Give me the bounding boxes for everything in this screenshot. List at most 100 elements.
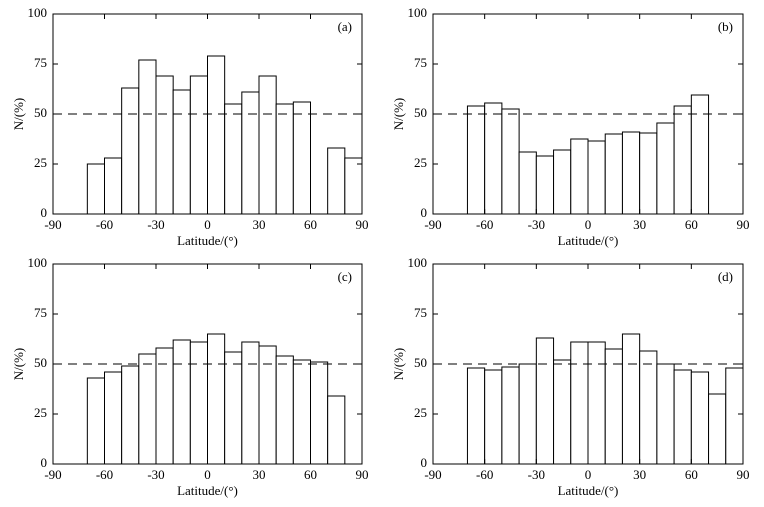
bar: [535, 337, 555, 465]
x-tick-label: 90: [356, 217, 369, 232]
x-tick-label: -60: [476, 467, 493, 482]
x-axis-label: Latitude/(°): [177, 233, 238, 248]
bar: [466, 105, 486, 215]
x-tick-label: 0: [204, 467, 211, 482]
y-tick-label: 25: [34, 405, 47, 420]
x-tick-label: 60: [304, 467, 317, 482]
x-axis-label: Latitude/(°): [558, 483, 619, 498]
bar: [466, 367, 486, 465]
y-tick-label: 25: [414, 155, 427, 170]
x-tick-label: 30: [633, 467, 646, 482]
panel-label: (c): [338, 269, 352, 284]
bar: [121, 365, 140, 465]
x-tick-label: -30: [147, 217, 164, 232]
bar: [690, 371, 710, 465]
bar: [241, 91, 260, 215]
bar: [708, 393, 727, 465]
bar: [604, 133, 623, 215]
bar: [725, 367, 744, 465]
x-tick-label: 0: [204, 217, 211, 232]
bar: [501, 108, 520, 215]
x-tick-label: -90: [44, 217, 61, 232]
bar: [327, 395, 346, 465]
panel-label: (d): [718, 269, 733, 284]
bar: [121, 87, 140, 215]
bar: [587, 140, 606, 215]
y-tick-label: 100: [408, 255, 428, 270]
bar: [673, 105, 692, 215]
x-axis-label: Latitude/(°): [558, 233, 619, 248]
bar: [292, 101, 312, 215]
bar: [553, 359, 572, 465]
bar: [138, 353, 157, 465]
y-tick-label: 100: [408, 5, 428, 20]
bar: [224, 103, 243, 215]
y-tick-label: 50: [34, 355, 47, 370]
bar: [189, 341, 208, 465]
bar: [155, 75, 174, 215]
y-tick-label: 50: [414, 355, 427, 370]
panel-label: (a): [338, 19, 352, 34]
bar: [639, 132, 658, 215]
y-tick-label: 75: [34, 305, 47, 320]
x-tick-label: 60: [304, 217, 317, 232]
x-tick-label: 30: [253, 217, 266, 232]
y-tick-label: 25: [34, 155, 47, 170]
bar: [553, 149, 572, 215]
bar: [518, 363, 537, 465]
x-tick-label: 90: [737, 217, 750, 232]
bar: [275, 103, 294, 215]
y-tick-label: 25: [414, 405, 427, 420]
bar: [656, 122, 675, 215]
x-tick-label: 60: [685, 467, 698, 482]
bar: [207, 55, 226, 215]
bar: [241, 341, 260, 465]
bar: [275, 355, 294, 465]
y-axis-label: N/(%): [11, 348, 26, 381]
bar: [570, 138, 589, 215]
bar: [86, 163, 106, 215]
y-tick-label: 0: [41, 205, 48, 220]
bar: [518, 151, 537, 215]
x-tick-label: -60: [96, 467, 113, 482]
bar: [172, 339, 191, 465]
bar: [673, 369, 692, 465]
x-tick-label: -60: [476, 217, 493, 232]
bar: [207, 333, 226, 465]
y-tick-label: 50: [34, 105, 47, 120]
y-axis-label: N/(%): [391, 98, 406, 131]
bar: [621, 333, 641, 465]
bar: [310, 361, 329, 465]
bar: [587, 341, 606, 465]
y-tick-label: 75: [414, 305, 427, 320]
x-tick-label: -90: [424, 217, 441, 232]
bar: [138, 59, 157, 215]
bar: [604, 348, 623, 465]
y-tick-label: 75: [34, 55, 47, 70]
bar: [344, 157, 363, 215]
panel-label: (b): [718, 19, 733, 34]
x-tick-label: 30: [633, 217, 646, 232]
bar: [501, 366, 520, 465]
x-tick-label: 90: [737, 467, 750, 482]
x-tick-label: -90: [44, 467, 61, 482]
bar: [535, 155, 555, 215]
x-tick-label: -30: [147, 467, 164, 482]
bar: [104, 157, 123, 215]
x-tick-label: -90: [424, 467, 441, 482]
bar: [258, 75, 277, 215]
bar: [155, 347, 174, 465]
bar: [484, 369, 503, 465]
bar: [639, 350, 658, 465]
y-tick-label: 100: [28, 255, 48, 270]
x-tick-label: -30: [528, 467, 545, 482]
y-tick-label: 0: [421, 455, 428, 470]
bar: [656, 363, 675, 465]
bar: [224, 351, 243, 465]
bar: [86, 377, 106, 465]
bar: [484, 102, 503, 215]
y-tick-label: 0: [41, 455, 48, 470]
x-tick-label: -60: [96, 217, 113, 232]
bar: [104, 371, 123, 465]
